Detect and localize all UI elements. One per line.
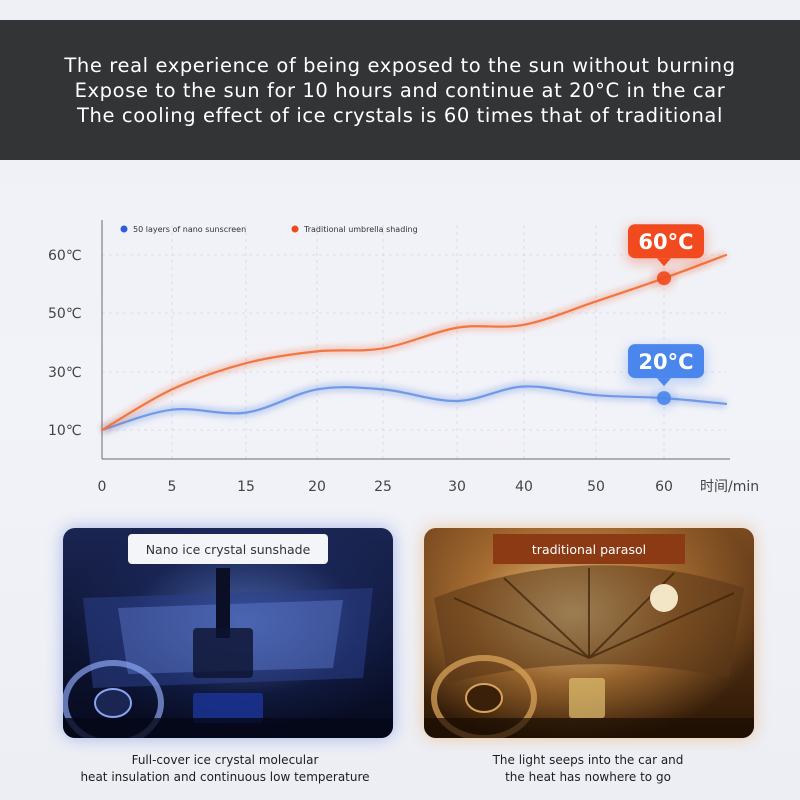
series-line-nano [100,385,728,432]
x-tick-labels: 0 5 15 20 25 30 40 50 60 [98,479,673,495]
car-interior-orange-illustration [424,565,754,738]
x-tick-label: 0 [98,479,107,495]
annotation-point [657,391,671,406]
x-tick-label: 60 [655,479,673,495]
caption-nano-line-1: Full-cover ice crystal molecular [131,753,319,767]
x-tick-label: 15 [237,479,255,495]
caption-parasol-line-1: The light seeps into the car and [492,753,684,767]
y-tick-label: 60℃ [48,248,82,264]
annotation-label: 60°C [638,230,693,254]
annotation-bubble [628,344,704,379]
y-tick-label: 30℃ [48,365,82,381]
series-layer [99,250,728,435]
traditional-parasol-photo: traditional parasol [424,528,754,738]
car-interior-blue-illustration [63,568,393,738]
legend-marker [291,225,299,233]
series-line-glow [99,250,728,434]
chart-legend: 50 layers of nano sunscreen Traditional u… [120,225,418,234]
caption-parasol-line-2: the heat has nowhere to go [505,770,671,784]
banner-line-1: The real experience of being exposed to … [64,53,736,77]
annotation-point [657,271,671,286]
legend-label: Traditional umbrella shading [303,225,418,234]
series-line-glow [100,381,727,435]
caption-parasol: The light seeps into the car and the hea… [408,752,768,786]
chart-grid [101,225,726,459]
chart-annotations: 60°C 20°C [626,224,706,408]
x-tick-label: 25 [374,479,392,495]
x-unit-label: 时间/min [700,479,759,495]
x-tick-label: 5 [168,479,177,495]
header-banner: The real experience of being exposed to … [0,20,800,160]
legend-marker [120,225,128,233]
banner-line-2: Expose to the sun for 10 hours and conti… [74,78,726,102]
x-tick-label: 30 [448,479,466,495]
caption-nano-line-2: heat insulation and continuous low tempe… [80,770,370,784]
banner-line-3: The cooling effect of ice crystals is 60… [77,103,723,127]
annotation-label: 20°C [638,350,693,374]
legend-label: 50 layers of nano sunscreen [133,225,246,234]
annotation-pointer [657,258,671,267]
x-tick-label: 40 [515,479,533,495]
annotation-bubble [628,224,704,259]
y-tick-label: 50℃ [48,306,82,322]
series-line-traditional [100,253,728,432]
panel-label-nano: Nano ice crystal sunshade [128,534,328,564]
x-tick-label: 50 [587,479,605,495]
nano-sunshade-photo: Nano ice crystal sunshade [63,528,393,738]
annotation-pointer [657,378,671,387]
temperature-line-chart: 60℃ 50℃ 30℃ 10℃ 0 5 15 20 25 30 40 50 60 时间/min 50 … [48,220,759,495]
y-tick-label: 10℃ [48,423,82,439]
x-tick-label: 20 [308,479,326,495]
caption-nano: Full-cover ice crystal molecular heat in… [45,752,405,786]
panel-label-parasol: traditional parasol [493,534,685,564]
y-tick-labels: 60℃ 50℃ 30℃ 10℃ [48,248,82,439]
